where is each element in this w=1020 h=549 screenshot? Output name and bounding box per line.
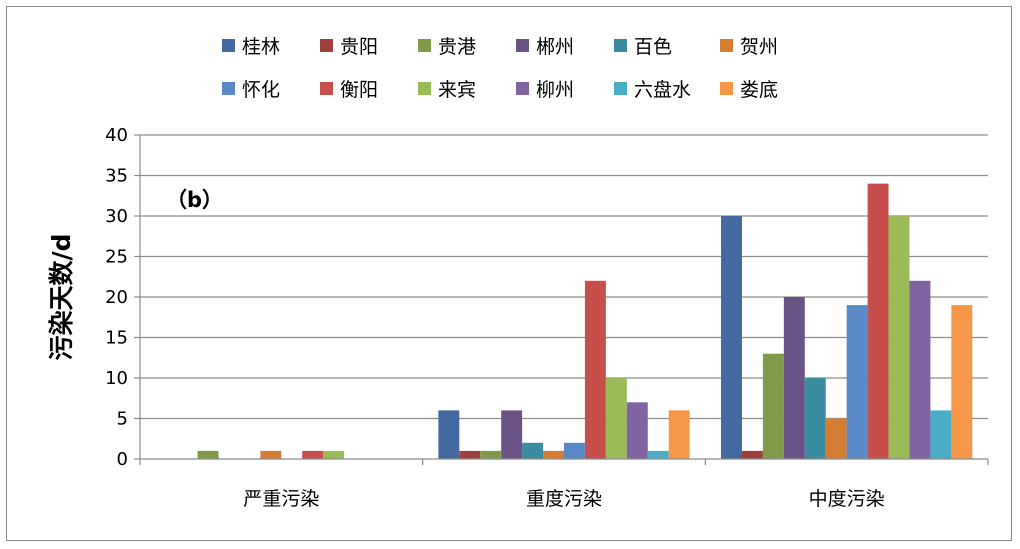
bar-2-1 <box>741 450 763 459</box>
y-tick-label: 30 <box>105 206 128 227</box>
bar-0-5 <box>260 450 282 459</box>
legend-swatch <box>320 39 333 52</box>
bar-1-8 <box>605 378 627 459</box>
x-category-label: 严重污染 <box>243 488 319 510</box>
legend-label: 来宾 <box>438 79 476 101</box>
y-tick-label: 15 <box>105 328 128 349</box>
legend-swatch <box>516 82 529 95</box>
bar-2-7 <box>867 183 889 459</box>
bar-1-4 <box>522 442 544 459</box>
legend-swatch <box>222 39 235 52</box>
bar-1-1 <box>459 450 481 459</box>
bar-1-9 <box>626 402 648 459</box>
y-tick-label: 5 <box>117 409 128 430</box>
bar-2-9 <box>909 280 931 459</box>
bar-1-11 <box>668 410 690 459</box>
y-axis-label: 污染天数/d <box>47 233 76 360</box>
y-tick-label: 0 <box>117 449 128 470</box>
bar-2-3 <box>783 297 805 459</box>
panel-annotation: （b） <box>166 188 223 212</box>
legend-label: 柳州 <box>536 79 574 101</box>
legend-swatch <box>614 82 627 95</box>
legend-label: 贵阳 <box>340 36 378 58</box>
legend-label: 衡阳 <box>340 79 378 101</box>
bar-1-6 <box>564 442 585 459</box>
bar-0-7 <box>302 450 324 459</box>
bar-0-8 <box>323 450 345 459</box>
legend-swatch <box>720 39 733 52</box>
bar-2-10 <box>930 410 952 459</box>
y-tick-label: 20 <box>105 287 128 308</box>
legend-swatch <box>418 82 431 95</box>
x-category-label: 中度污染 <box>809 488 885 510</box>
y-tick-label: 25 <box>105 247 128 268</box>
legend-label: 娄底 <box>740 79 778 101</box>
y-tick-label: 40 <box>105 125 128 146</box>
bar-2-8 <box>888 216 910 459</box>
legend-swatch <box>418 39 431 52</box>
bar-0-2 <box>197 450 219 459</box>
legend-label: 怀化 <box>242 79 280 101</box>
legend-swatch <box>614 39 627 52</box>
legend-label: 郴州 <box>536 36 574 58</box>
legend-label: 贺州 <box>740 36 778 58</box>
bars <box>197 183 973 459</box>
y-tick-label: 35 <box>105 166 128 187</box>
bar-2-2 <box>762 353 784 459</box>
bar-1-10 <box>647 450 669 459</box>
legend-swatch <box>222 82 235 95</box>
bar-2-4 <box>804 378 826 459</box>
bar-1-3 <box>501 410 523 459</box>
y-tick-label: 10 <box>105 368 128 389</box>
bar-2-0 <box>721 216 742 459</box>
bar-1-5 <box>543 450 564 459</box>
bar-2-6 <box>846 305 868 459</box>
bar-1-7 <box>584 280 606 459</box>
legend-label: 六盘水 <box>634 79 691 101</box>
legend-swatch <box>720 82 733 95</box>
legend-label: 贵港 <box>438 36 476 58</box>
legend-swatch <box>516 39 529 52</box>
legend-label: 桂林 <box>242 36 280 58</box>
bar-2-5 <box>825 418 847 459</box>
axes: 0 5 10 15 20 25 30 35 40 严重污染 重度污染 中度污染 <box>105 125 989 510</box>
bar-1-2 <box>480 450 502 459</box>
x-category-label: 重度污染 <box>526 488 602 510</box>
legend-swatch <box>320 82 333 95</box>
legend-label: 百色 <box>634 36 672 58</box>
bar-1-0 <box>438 410 460 459</box>
bar-2-11 <box>951 305 973 459</box>
